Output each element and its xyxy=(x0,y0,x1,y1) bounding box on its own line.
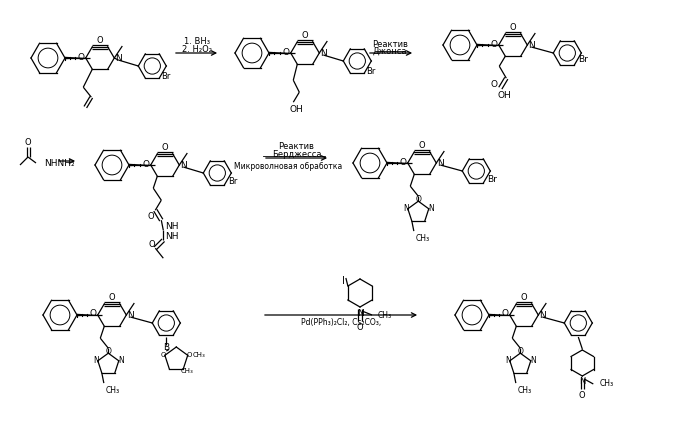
Text: I: I xyxy=(343,276,345,286)
Text: O: O xyxy=(501,310,508,319)
Text: O: O xyxy=(419,141,425,150)
Text: O: O xyxy=(77,53,84,62)
Polygon shape xyxy=(269,52,293,54)
Text: Pd(PPh₃)₂Cl₂, Cs₂CO₃,: Pd(PPh₃)₂Cl₂, Cs₂CO₃, xyxy=(301,319,381,327)
Text: N: N xyxy=(320,48,326,58)
Polygon shape xyxy=(77,314,100,316)
Text: N: N xyxy=(403,204,409,213)
Text: N: N xyxy=(127,311,134,319)
Text: CH₃: CH₃ xyxy=(180,368,193,374)
Text: NH: NH xyxy=(165,222,179,231)
Text: Br: Br xyxy=(229,176,238,186)
Text: N: N xyxy=(528,40,535,50)
Text: CH₃: CH₃ xyxy=(192,352,205,358)
Text: O: O xyxy=(161,143,168,152)
Text: NH: NH xyxy=(165,232,179,241)
Text: O: O xyxy=(149,240,156,249)
Text: O: O xyxy=(579,390,586,400)
Text: Микроволновая обработка: Микроволновая обработка xyxy=(234,162,343,171)
Text: O: O xyxy=(399,158,406,167)
Text: O: O xyxy=(108,293,115,302)
Text: Реактив: Реактив xyxy=(279,141,315,151)
Text: O: O xyxy=(142,159,149,168)
Text: 1. BH₃: 1. BH₃ xyxy=(184,37,210,46)
Text: N: N xyxy=(93,356,99,365)
Polygon shape xyxy=(489,314,512,316)
Text: Берджесса: Берджесса xyxy=(272,149,322,159)
Text: O: O xyxy=(356,323,363,331)
Text: O: O xyxy=(517,347,524,356)
Text: N: N xyxy=(115,54,122,62)
Text: CH₃: CH₃ xyxy=(106,385,120,395)
Polygon shape xyxy=(129,164,152,166)
Text: N: N xyxy=(118,356,124,365)
Text: O: O xyxy=(96,36,103,45)
Text: N: N xyxy=(530,356,535,365)
Polygon shape xyxy=(387,162,410,164)
Text: O: O xyxy=(415,195,421,204)
Text: N: N xyxy=(579,377,586,386)
Polygon shape xyxy=(477,44,500,46)
Text: Реактив: Реактив xyxy=(372,39,408,48)
Text: O: O xyxy=(89,310,96,319)
Text: O: O xyxy=(187,352,192,358)
Text: 2. H₂O₂: 2. H₂O₂ xyxy=(182,45,212,54)
Text: O: O xyxy=(282,47,289,57)
Text: CH₃: CH₃ xyxy=(599,380,614,389)
Text: O: O xyxy=(24,137,31,147)
Text: B: B xyxy=(164,343,169,353)
Text: O: O xyxy=(510,23,517,32)
Polygon shape xyxy=(65,57,87,59)
Text: N: N xyxy=(437,159,444,167)
Text: OH: OH xyxy=(498,91,511,100)
Text: CH₃: CH₃ xyxy=(416,233,430,243)
Text: N: N xyxy=(428,204,433,213)
Text: O: O xyxy=(491,80,498,89)
Text: N: N xyxy=(505,356,511,365)
Text: O: O xyxy=(521,293,527,302)
Text: N: N xyxy=(356,308,363,318)
Text: Br: Br xyxy=(487,175,497,183)
Text: O: O xyxy=(160,352,166,358)
Text: CH₃: CH₃ xyxy=(378,311,392,319)
Text: Br: Br xyxy=(366,66,376,75)
Text: O: O xyxy=(106,347,111,356)
Text: O: O xyxy=(148,212,154,221)
Text: CH₃: CH₃ xyxy=(518,385,532,395)
Text: O: O xyxy=(302,31,308,40)
Text: Br: Br xyxy=(578,54,589,63)
Text: NHNH₂: NHNH₂ xyxy=(44,159,75,167)
Text: Br: Br xyxy=(161,71,171,81)
Text: N: N xyxy=(539,311,546,319)
Text: OH: OH xyxy=(289,105,303,114)
Text: O: O xyxy=(490,39,497,48)
Text: Джонса: Джонса xyxy=(373,47,408,55)
Text: N: N xyxy=(180,160,187,170)
